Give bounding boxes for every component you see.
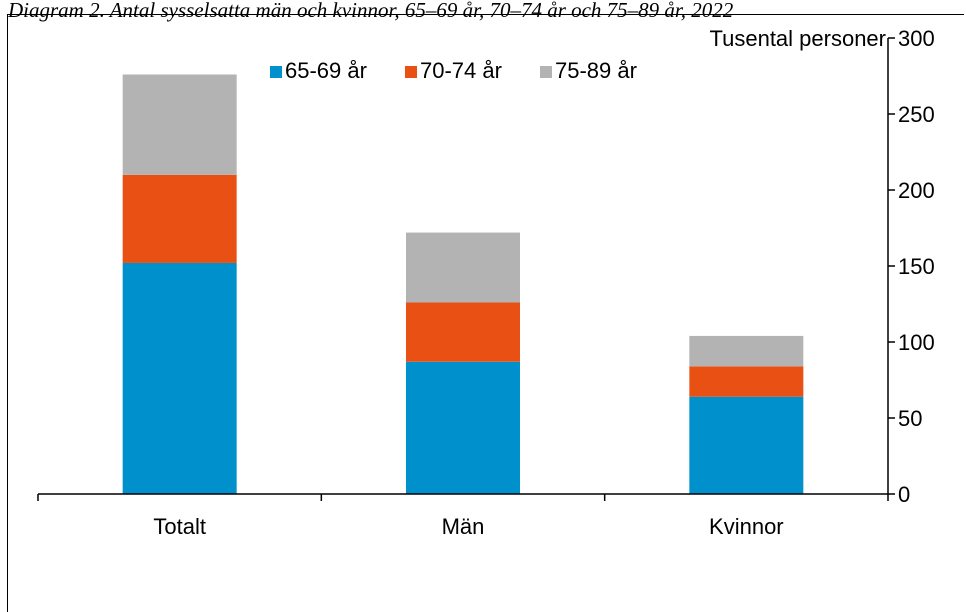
bar-totalt-series-2 — [122, 174, 237, 263]
bar-kvinnor-series-2 — [689, 366, 804, 397]
y-ticks-group: 0 50 100 150 200 250 300 — [888, 26, 935, 507]
y-tick-label: 150 — [898, 254, 935, 279]
legend-swatch — [270, 66, 282, 78]
x-tick-label: Kvinnor — [709, 514, 784, 539]
y-tick-label: 50 — [898, 406, 922, 431]
legend-swatch — [405, 66, 417, 78]
bar-män-series-3 — [406, 232, 520, 303]
legend-swatch — [540, 66, 552, 78]
y-tick-label: 0 — [898, 482, 910, 507]
bars-group — [122, 74, 804, 494]
x-ticks-group: Totalt Män Kvinnor — [37, 494, 889, 539]
y-tick-label: 100 — [898, 330, 935, 355]
y-tick-label: 300 — [898, 26, 935, 51]
bar-totalt-series-1 — [122, 262, 237, 494]
bar-kvinnor-series-1 — [689, 396, 804, 494]
bar-män-series-1 — [406, 361, 520, 494]
y-tick-label: 200 — [898, 178, 935, 203]
x-tick-label: Totalt — [153, 514, 206, 539]
legend: 65-69 år 70-74 år 75-89 år — [270, 58, 637, 83]
y-axis-label: Tusental personer — [709, 26, 886, 51]
bar-kvinnor-series-3 — [689, 335, 804, 367]
chart-title: Diagram 2. Antal sysselsatta män och kvi… — [8, 0, 734, 22]
y-tick-label: 250 — [898, 102, 935, 127]
bar-män-series-2 — [406, 302, 520, 362]
x-tick-label: Män — [442, 514, 485, 539]
legend-label: 75-89 år — [555, 58, 637, 83]
chart-frame — [7, 14, 964, 612]
legend-label: 65-69 år — [285, 58, 367, 83]
legend-label: 70-74 år — [420, 58, 502, 83]
bar-totalt-series-3 — [122, 74, 237, 175]
